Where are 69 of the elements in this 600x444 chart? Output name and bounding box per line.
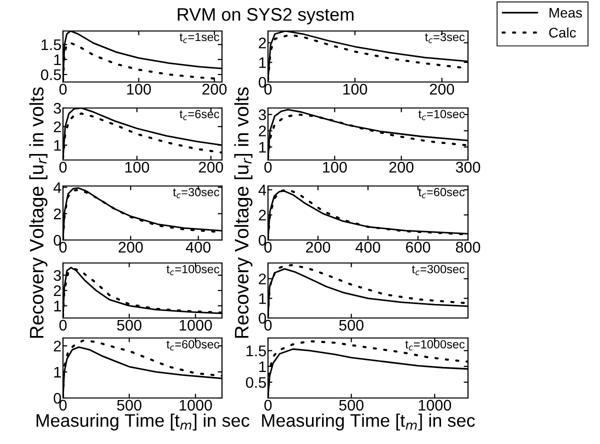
y-tick-label: 0 xyxy=(258,312,266,324)
legend-label: Meas xyxy=(550,8,582,18)
y-tick-label: 1 xyxy=(54,54,61,66)
legend-label: Calc xyxy=(549,27,576,38)
annotation: t$_{c}$=10sec xyxy=(418,110,465,120)
y-tick-label: 0 xyxy=(258,234,266,246)
x-tick-label: 600 xyxy=(406,242,430,253)
y-tick-label: 1 xyxy=(54,140,61,151)
x-tick-label: 1000 xyxy=(180,400,212,411)
annotation: t$_{c}$=600sec xyxy=(166,340,220,350)
y-tick-label: 3 xyxy=(54,270,61,281)
annotation: t$_{c}$=1sec xyxy=(180,32,220,44)
x-axis-title: Measuring Time [t$_{m}$] in sec xyxy=(262,414,475,430)
y-tick-label: 0.5 xyxy=(40,69,61,80)
y-tick-label: 2 xyxy=(258,210,266,220)
annotation: t$_{c}$=3sec xyxy=(425,32,465,44)
y-tick-label: 0 xyxy=(54,392,62,404)
x-tick-label: 500 xyxy=(339,400,364,411)
y-tick-label: 1 xyxy=(259,57,266,68)
y-tick-label: 1 xyxy=(259,293,266,304)
y-tick-label: 2 xyxy=(258,38,266,48)
y-tick-label: 0.5 xyxy=(246,377,266,388)
x-tick-label: 300 xyxy=(456,162,480,173)
y-tick-label: 1 xyxy=(259,361,266,372)
x-tick-label: 200 xyxy=(198,162,224,173)
y-tick-label: 2 xyxy=(54,208,61,220)
y-tick-label: 4 xyxy=(258,184,266,196)
annotation: t$_{c}$=30sec xyxy=(173,188,220,198)
x-tick-label: 500 xyxy=(117,320,142,331)
text: RVM on SYS2 system xyxy=(178,8,354,24)
y-tick-label: 1 xyxy=(259,142,266,153)
annotation: t$_{c}$=1000sec xyxy=(405,340,465,350)
x-tick-label: 400 xyxy=(186,242,210,253)
x-tick-label: 100 xyxy=(125,162,150,173)
x-tick-label: 200 xyxy=(389,162,414,173)
y-tick-label: 1.5 xyxy=(246,346,266,356)
y-tick-label: 1 xyxy=(54,300,61,312)
x-tick-label: 500 xyxy=(339,320,364,331)
x-tick-label: 100 xyxy=(127,84,151,95)
y-tick-label: 2 xyxy=(54,285,61,296)
y-tick-label: 4 xyxy=(53,182,62,193)
x-tick-label: 500 xyxy=(117,400,142,411)
y-tick-label: 0 xyxy=(258,76,266,88)
y-tick-label: 2 xyxy=(258,274,266,284)
y-axis-title: Recovery Voltage [u$_{r}$] in volts xyxy=(29,87,48,338)
x-tick-label: 200 xyxy=(118,242,143,253)
y-axis-title: Recovery Voltage [u$_{r}$] in volts xyxy=(234,87,252,338)
x-tick-label: 400 xyxy=(356,242,380,253)
x-tick-label: 100 xyxy=(323,162,347,173)
x-tick-label: 200 xyxy=(202,84,227,95)
y-tick-label: 3 xyxy=(258,109,266,120)
annotation: t$_{c}$=300sec xyxy=(412,264,465,276)
x-tick-label: 200 xyxy=(306,242,330,253)
y-tick-label: 1.5 xyxy=(42,40,61,50)
y-tick-label: 2 xyxy=(54,121,61,132)
x-tick-label: 1000 xyxy=(180,320,212,331)
x-tick-label: 800 xyxy=(456,242,480,253)
annotation: t$_{c}$=60sec xyxy=(418,188,465,198)
x-tick-label: 1000 xyxy=(418,400,452,411)
x-tick-label: 200 xyxy=(430,84,454,95)
annotation: t$_{c}$=6sec xyxy=(180,110,220,120)
annotation: t$_{c}$=100sec xyxy=(166,264,220,276)
x-tick-label: 100 xyxy=(343,84,368,95)
x-axis-title: Measuring Time [t$_{m}$] in sec xyxy=(36,414,250,430)
y-tick-label: 2 xyxy=(54,340,61,352)
y-tick-label: 3 xyxy=(54,102,61,114)
y-tick-label: 0 xyxy=(54,234,62,246)
y-tick-label: 1 xyxy=(54,366,61,378)
y-tick-label: 2 xyxy=(258,126,266,136)
